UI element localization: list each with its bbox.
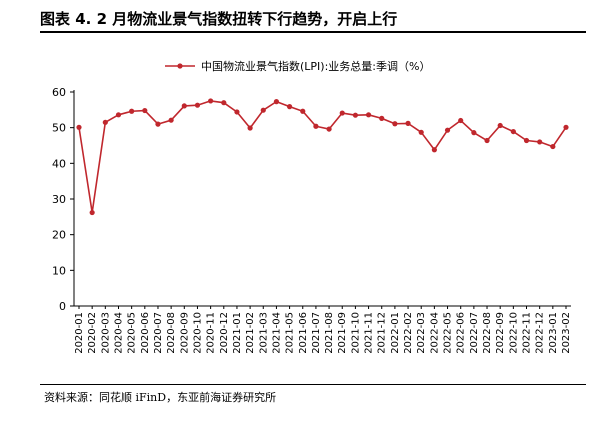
y-tick-label: 0: [59, 300, 66, 313]
x-tick-label: 2021-01: [232, 312, 243, 354]
y-tick-label: 60: [52, 86, 66, 99]
y-tick-label: 10: [52, 264, 66, 277]
data-point: [168, 117, 174, 123]
data-point: [247, 125, 253, 131]
x-tick-label: 2020-10: [192, 312, 203, 354]
data-point: [537, 139, 543, 145]
x-tick-label: 2022-03: [416, 312, 427, 354]
x-tick-label: 2020-05: [127, 312, 138, 354]
legend-label: 中国物流业景气指数(LPI):业务总量:季调（%）: [201, 59, 430, 73]
x-tick-label: 2022-12: [535, 312, 546, 354]
x-tick-label: 2021-12: [377, 312, 388, 354]
x-tick-label: 2020-03: [100, 312, 111, 354]
legend: 中国物流业景气指数(LPI):业务总量:季调（%）: [165, 59, 430, 73]
y-tick-label: 20: [52, 229, 66, 242]
x-tick-label: 2020-12: [219, 312, 230, 354]
data-point: [155, 121, 161, 127]
x-tick-label: 2021-05: [285, 312, 296, 354]
x-tick-label: 2021-08: [324, 312, 335, 354]
data-point: [471, 130, 477, 136]
x-tick-label: 2022-06: [456, 312, 467, 354]
data-point: [260, 107, 266, 113]
data-point: [563, 124, 569, 130]
data-point: [273, 99, 280, 105]
x-tick-label: 2023-01: [548, 312, 559, 354]
x-tick-label: 2020-06: [140, 312, 151, 354]
data-point: [510, 128, 516, 135]
x-tick-label: 2020-09: [179, 312, 190, 354]
x-tick-label: 2022-09: [495, 312, 506, 354]
data-point: [352, 112, 359, 118]
title-rule: [40, 31, 586, 33]
axes: [73, 90, 571, 307]
x-tick-label: 2022-01: [390, 312, 401, 354]
data-point: [458, 117, 464, 124]
data-point: [102, 119, 108, 125]
x-tick-label: 2023-02: [561, 312, 572, 354]
x-tick-label: 2021-06: [298, 312, 309, 354]
source-note: 资料来源：同花顺 iFinD，东亚前海证券研究所: [44, 391, 277, 404]
x-axis-ticks: 2020-01 2020-02 2020-03 2020-04 2020-05 2020-…: [74, 306, 572, 354]
x-tick-label: 2022-08: [482, 312, 493, 354]
data-point: [326, 126, 332, 132]
line-chart: 中国物流业景气指数(LPI):业务总量:季调（%） 0102030405060 …: [52, 59, 572, 354]
data-point: [497, 122, 503, 129]
y-axis-ticks: 0 10 20 30 40 50 60: [52, 86, 74, 313]
data-point: [550, 143, 556, 150]
data-point: [300, 108, 306, 114]
x-tick-label: 2020-04: [113, 312, 124, 354]
source-rule: [40, 384, 586, 385]
x-tick-label: 2022-10: [508, 312, 519, 354]
x-tick-label: 2021-11: [364, 312, 375, 354]
data-point: [523, 137, 530, 144]
x-tick-label: 2020-08: [166, 312, 177, 354]
data-point: [181, 103, 187, 109]
data-point: [89, 209, 95, 216]
x-tick-label: 2021-09: [337, 312, 348, 354]
data-point: [365, 112, 372, 118]
data-point: [142, 107, 148, 114]
data-point: [76, 124, 82, 130]
legend-marker-swatch: [177, 63, 183, 69]
data-point: [418, 129, 424, 135]
x-tick-label: 2020-01: [74, 312, 85, 354]
x-tick-label: 2022-11: [522, 312, 533, 354]
y-tick-label: 30: [52, 193, 66, 206]
x-tick-label: 2021-04: [271, 312, 282, 354]
data-point: [484, 137, 490, 144]
data-point: [431, 147, 437, 153]
data-point: [339, 110, 345, 116]
data-point: [392, 121, 398, 127]
x-tick-label: 2020-11: [206, 312, 217, 354]
data-point: [379, 115, 385, 121]
data-point: [444, 127, 451, 133]
data-point: [405, 120, 411, 126]
x-tick-label: 2021-03: [258, 312, 269, 354]
data-point: [286, 104, 293, 110]
data-point: [234, 109, 240, 115]
x-tick-label: 2020-07: [153, 312, 164, 354]
data-point: [115, 112, 122, 118]
y-tick-label: 50: [52, 122, 66, 135]
x-tick-label: 2021-07: [311, 312, 322, 354]
x-tick-label: 2021-10: [350, 312, 361, 354]
data-point: [208, 98, 214, 104]
x-tick-label: 2022-05: [443, 312, 454, 354]
figure-title: 图表 4. 2 月物流业景气指数扭转下行趋势，开启上行: [40, 10, 398, 28]
y-tick-label: 40: [52, 157, 66, 170]
data-point: [313, 123, 319, 129]
x-tick-label: 2020-02: [87, 312, 98, 354]
data-point: [129, 108, 135, 114]
data-point: [194, 102, 201, 108]
series-line: [78, 100, 567, 214]
x-tick-label: 2021-02: [245, 312, 256, 354]
data-point: [221, 100, 227, 106]
x-tick-label: 2022-02: [403, 312, 414, 354]
series-layer: [76, 98, 569, 216]
x-tick-label: 2022-07: [469, 312, 480, 354]
x-tick-label: 2022-04: [429, 312, 440, 354]
